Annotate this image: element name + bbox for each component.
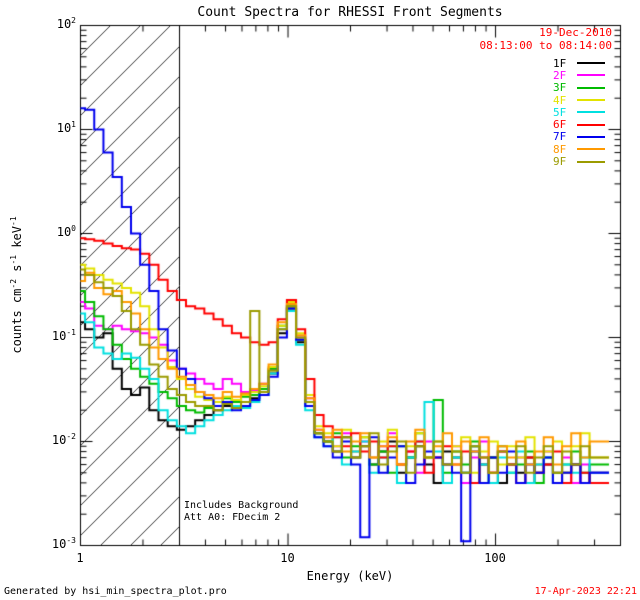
legend-item-6f: 6F [553, 118, 605, 132]
legend-label: 3F [553, 81, 567, 95]
legend-label: 9F [553, 155, 567, 169]
legend-line-sample [577, 86, 605, 89]
y-axis-title-text: counts cm [10, 288, 24, 354]
generation-timestamp: 17-Apr-2023 22:21 [534, 586, 637, 597]
observation-date: 19-Dec-2010 [539, 26, 612, 39]
x-tick-label: 100 [484, 551, 506, 565]
legend-label: 4F [553, 93, 567, 107]
legend-item-4f: 4F [553, 93, 605, 107]
legend-line-sample [577, 99, 605, 102]
legend-label: 5F [553, 105, 567, 119]
chart-title: Count Spectra for RHESSI Front Segments [197, 5, 503, 20]
legend-line-sample [577, 123, 605, 126]
legend-line-sample [577, 135, 605, 138]
legend-item-7f: 7F [553, 130, 605, 144]
legend-line-sample [577, 160, 605, 163]
legend-item-3f: 3F [553, 81, 605, 95]
legend-item-8f: 8F [553, 142, 605, 156]
y-tick-label: 10-1 [51, 328, 76, 343]
y-tick-label: 10-3 [51, 536, 76, 551]
x-axis-title: Energy (keV) [306, 569, 394, 583]
y-tick-label: 100 [56, 224, 76, 239]
legend-item-2f: 2F [553, 68, 605, 82]
legend-item-5f: 5F [553, 105, 605, 119]
y-tick-label: 101 [56, 120, 76, 135]
y-axis-title-text: s [10, 264, 24, 279]
legend-line-sample [577, 62, 605, 65]
legend-line-sample [577, 74, 605, 77]
observation-time-range: 08:13:00 to 08:14:00 [479, 39, 612, 52]
y-axis-title-text: keV [10, 225, 24, 255]
legend-label: 7F [553, 130, 567, 144]
legend-label: 1F [553, 56, 567, 70]
legend-item-1f: 1F [553, 56, 605, 70]
x-tick-label: 1 [76, 551, 84, 565]
includes-background-label: Includes Background [184, 500, 299, 511]
x-tick-label: 10 [280, 551, 295, 565]
y-axis-title-exponent: -1 [9, 216, 18, 226]
y-axis-title-exponent: -1 [9, 254, 18, 265]
y-tick-label: 102 [56, 16, 76, 31]
attenuator-state-label: Att A0: FDecim 2 [184, 512, 281, 523]
legend-line-sample [577, 148, 605, 151]
y-tick-label: 10-2 [51, 432, 76, 447]
legend-label: 2F [553, 68, 567, 82]
y-axis-title-exponent: -2 [9, 278, 18, 289]
legend-line-sample [577, 111, 605, 114]
legend-item-9f: 9F [553, 155, 605, 169]
legend: 1F 2F 3F 4F 5F 6F 7F 8F 9F [553, 57, 605, 168]
legend-label: 8F [553, 142, 567, 156]
generated-by-label: Generated by hsi_min_spectra_plot.pro [4, 586, 227, 597]
legend-label: 6F [553, 118, 567, 132]
y-axis-title: counts cm-2 s-1 keV-1 [9, 135, 26, 435]
